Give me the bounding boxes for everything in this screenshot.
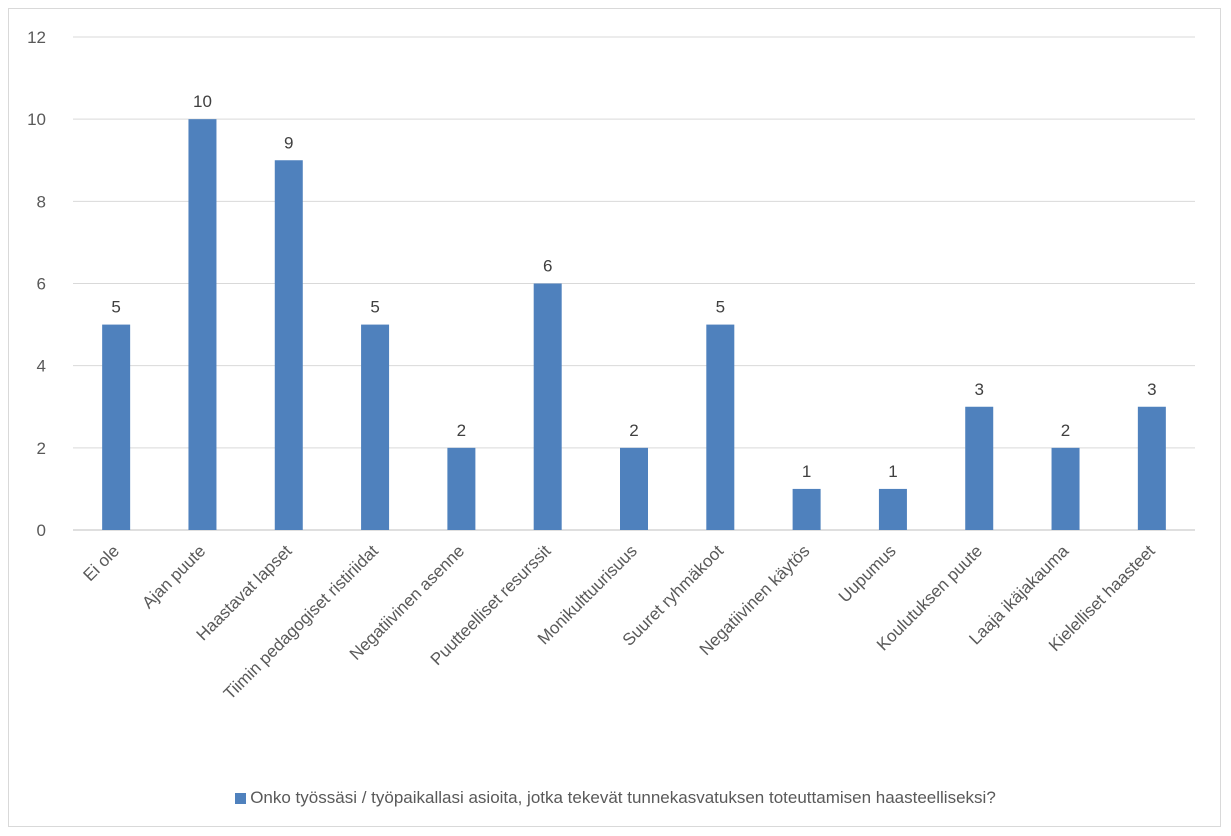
y-tick-label: 4 [37,357,46,376]
y-tick-label: 12 [27,28,46,47]
data-label: 5 [716,298,725,317]
bar [361,324,390,530]
data-label: 2 [629,421,638,440]
bars [102,119,1166,531]
data-label: 1 [802,462,811,481]
category-label: Tiimin pedagogiset ristiriidat [220,541,382,703]
data-label: 2 [1061,421,1070,440]
bar [965,406,994,530]
y-tick-label: 0 [37,521,46,540]
data-label: 5 [111,298,120,317]
y-axis-ticks: 0 2 4 6 8 10 12 [27,28,46,540]
data-label: 9 [284,133,293,152]
legend-swatch [235,793,247,804]
bar [447,447,476,530]
y-tick-label: 2 [37,439,46,458]
data-label: 10 [193,92,212,111]
category-label: Uupumus [835,541,900,606]
data-label: 6 [543,257,552,276]
bar [792,488,821,530]
y-tick-label: 8 [37,192,46,211]
data-label: 2 [457,421,466,440]
legend-label: Onko työssäsi / työpaikallasi asioita, j… [250,788,996,807]
y-tick-label: 10 [27,110,46,129]
data-labels: 5 10 9 5 2 6 2 5 1 1 3 2 3 [111,92,1156,481]
data-label: 1 [888,462,897,481]
bar [706,324,735,530]
legend: Onko työssäsi / työpaikallasi asioita, j… [0,788,1231,808]
bar [620,447,648,530]
bar [274,160,303,530]
data-label: 3 [1147,380,1156,399]
bar [188,119,217,531]
bar [1051,447,1080,530]
data-label: 5 [370,298,379,317]
y-tick-label: 6 [37,275,46,294]
bar [533,283,562,530]
bar [1137,406,1166,530]
category-label: Ajan puute [138,541,209,612]
bar [102,324,131,530]
data-label: 3 [974,380,983,399]
category-label: Ei ole [79,541,123,585]
gridlines [73,36,1195,531]
bar [878,488,907,530]
